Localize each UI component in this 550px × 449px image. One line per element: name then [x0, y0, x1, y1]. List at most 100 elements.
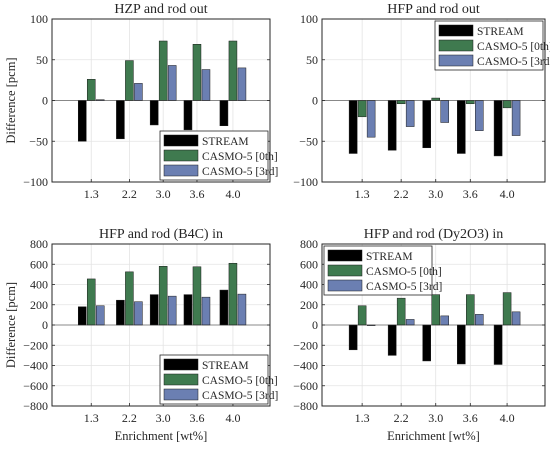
bar-stream-3.0	[149, 294, 159, 326]
bar-casmo-0th-2.2	[125, 60, 134, 101]
legend-label-casmo-3rd: CASMO-5 [3rd]	[366, 281, 442, 293]
bar-stream-3.0	[149, 100, 159, 126]
y-tick-label: 0	[42, 318, 48, 332]
bar-stream-1.3	[77, 100, 87, 142]
bar-stream-2.2	[387, 324, 397, 356]
y-tick-label: 400	[300, 278, 318, 292]
x-tick-label: 2.2	[122, 187, 137, 201]
y-tick-label: 50	[306, 53, 318, 67]
legend-label-casmo-0th: CASMO-5 [0th]	[202, 375, 278, 387]
bar-casmo-0th-3.0	[431, 97, 440, 101]
y-tick-label: −600	[23, 379, 48, 393]
bar-casmo-0th-3.0	[431, 294, 440, 326]
x-tick-label: 2.2	[394, 187, 409, 201]
legend: STREAM CASMO-5 [0th] CASMO-5 [3rd]	[159, 130, 278, 181]
bar-stream-1.3	[348, 100, 358, 154]
bar-casmo-3rd-2.2	[134, 301, 143, 326]
plot-frame	[321, 243, 546, 407]
legend-swatch-casmo-3rd	[327, 279, 363, 292]
legend: STREAM CASMO-5 [0th] CASMO-5 [3rd]	[159, 354, 278, 405]
x-tick-label: 3.6	[463, 187, 478, 201]
bar-casmo-3rd-3.0	[167, 295, 177, 326]
bar-casmo-3rd-4.0	[511, 311, 521, 326]
legend-swatch-casmo-3rd	[438, 54, 474, 67]
y-tick-label: 0	[312, 94, 318, 108]
bar-casmo-3rd-3.6	[201, 69, 211, 101]
legend-swatch-casmo-0th	[163, 373, 199, 386]
x-axis-label: Enrichment [wt%]	[115, 429, 208, 443]
chart-title: HFP and rod out	[387, 2, 480, 17]
bar-casmo-3rd-1.3	[95, 305, 105, 326]
y-tick-label: 200	[30, 298, 48, 312]
x-tick-label: 1.3	[84, 187, 99, 201]
y-tick-label: 200	[300, 298, 318, 312]
y-tick-label: 600	[30, 257, 48, 271]
bar-casmo-0th-1.3	[86, 278, 96, 326]
y-tick-label: −600	[293, 379, 318, 393]
x-tick-label: 1.3	[355, 187, 370, 201]
y-tick-label: 100	[30, 12, 48, 26]
bar-stream-3.0	[422, 100, 431, 149]
bar-casmo-3rd-4.0	[237, 293, 247, 326]
x-axis-label: Enrichment [wt%]	[387, 429, 480, 443]
chart-panel-3: 800 600 400 200 0 −200 −400 −600 −800 1.3 2.2 3.0 3.…	[4, 227, 278, 443]
bar-stream-2.2	[116, 100, 125, 140]
bar-casmo-3rd-1.3	[366, 100, 376, 138]
bar-stream-2.2	[116, 299, 125, 326]
legend-label-casmo-0th: CASMO-5 [0th]	[477, 41, 550, 53]
bar-casmo-3rd-2.2	[405, 319, 415, 326]
bar-casmo-0th-4.0	[228, 40, 238, 101]
x-tick-label: 2.2	[122, 411, 137, 425]
bar-stream-3.6	[457, 324, 466, 365]
bar-casmo-0th-3.6	[466, 100, 475, 105]
legend-swatch-stream	[438, 24, 474, 37]
bar-casmo-3rd-3.0	[440, 315, 449, 326]
legend-swatch-casmo-3rd	[163, 388, 199, 401]
bar-casmo-0th-2.2	[125, 271, 134, 326]
bar-stream-4.0	[493, 100, 503, 157]
y-tick-label: −100	[293, 175, 318, 189]
bar-stream-2.2	[387, 100, 397, 151]
x-tick-label: 3.0	[156, 411, 171, 425]
legend-swatch-casmo-0th	[163, 149, 199, 162]
legend-label-casmo-0th: CASMO-5 [0th]	[202, 151, 278, 163]
x-tick-label: 1.3	[355, 411, 370, 425]
bar-stream-4.0	[219, 100, 229, 127]
bar-stream-1.3	[348, 324, 358, 351]
bar-casmo-3rd-4.0	[511, 100, 521, 136]
y-tick-label: −50	[299, 134, 318, 148]
chart-title: HFP and rod (B4C) in	[99, 227, 223, 242]
legend-label-stream: STREAM	[202, 360, 249, 372]
x-tick-label: 4.0	[500, 411, 515, 425]
bar-casmo-3rd-4.0	[237, 67, 247, 101]
legend-swatch-casmo-0th	[327, 264, 363, 277]
y-tick-label: −800	[293, 399, 318, 413]
bar-casmo-0th-3.6	[466, 294, 475, 326]
legend-label-stream: STREAM	[477, 26, 524, 38]
bar-casmo-0th-3.6	[192, 266, 202, 326]
bar-casmo-3rd-3.6	[475, 314, 484, 326]
legend-swatch-stream	[163, 358, 199, 371]
x-tick-label: 4.0	[225, 411, 240, 425]
chart-panel-1: 100 50 0 −50 −100 1.3 2.2 3.0 3.6 4.0 HZP and rod …	[4, 2, 278, 201]
y-axis-label: Difference [pcm]	[4, 282, 18, 368]
bar-casmo-3rd-3.6	[201, 296, 211, 326]
bar-casmo-0th-3.0	[158, 266, 168, 326]
x-tick-label: 3.0	[428, 411, 443, 425]
bar-casmo-3rd-2.2	[405, 100, 415, 127]
y-tick-label: 50	[36, 53, 48, 67]
y-tick-label: −50	[29, 134, 48, 148]
x-tick-label: 1.3	[84, 411, 99, 425]
bar-casmo-0th-1.3	[86, 79, 96, 101]
x-tick-label: 3.0	[428, 187, 443, 201]
y-tick-label: −100	[23, 175, 48, 189]
x-tick-label: 4.0	[500, 187, 515, 201]
bar-casmo-0th-2.2	[396, 297, 406, 326]
bar-stream-4.0	[493, 324, 503, 365]
bar-casmo-0th-2.2	[396, 100, 406, 105]
chart-title: HZP and rod out	[114, 2, 207, 17]
legend-label-casmo-3rd: CASMO-5 [3rd]	[202, 390, 278, 402]
legend-swatch-stream	[163, 134, 199, 147]
y-tick-label: 800	[30, 237, 48, 251]
